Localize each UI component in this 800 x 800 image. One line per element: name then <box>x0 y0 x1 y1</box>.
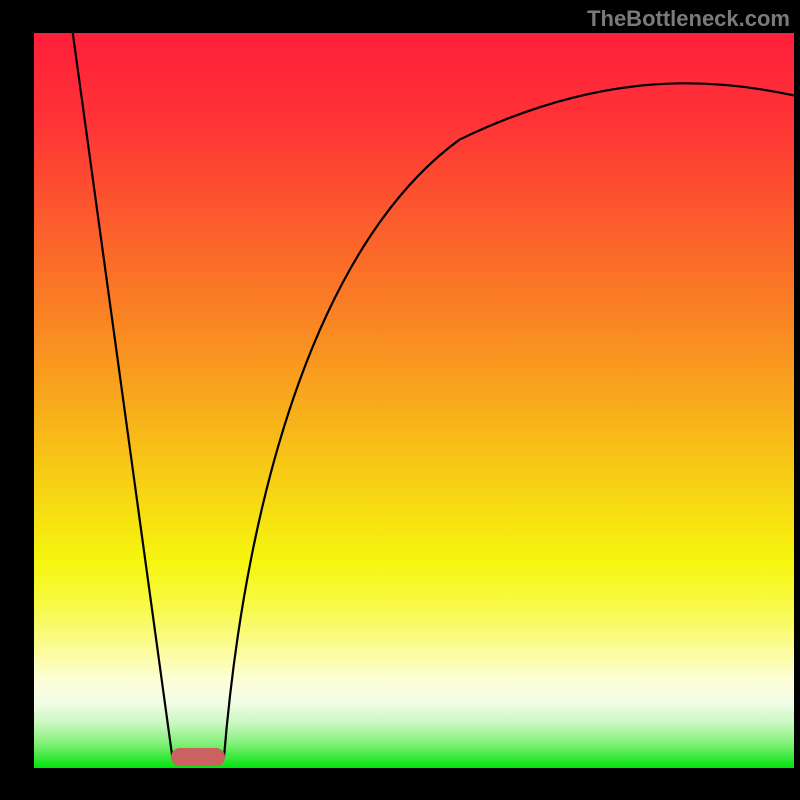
watermark-text: TheBottleneck.com <box>587 6 790 32</box>
chart-container: TheBottleneck.com <box>0 0 800 800</box>
left-line <box>73 33 173 757</box>
curves-layer <box>0 0 800 800</box>
bottleneck-marker <box>171 748 225 766</box>
right-curve <box>224 83 794 757</box>
